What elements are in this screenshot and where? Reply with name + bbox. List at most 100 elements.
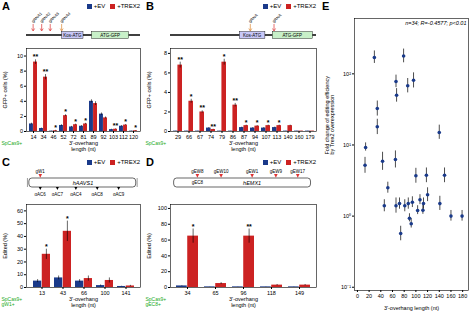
svg-text:*: * — [66, 215, 69, 222]
svg-text:gRNA: gRNA — [247, 12, 258, 23]
svg-text:gEW1: gEW1 — [246, 169, 259, 174]
svg-text:10: 10 — [17, 271, 23, 277]
svg-text:100: 100 — [158, 205, 167, 211]
svg-text:0: 0 — [356, 293, 359, 299]
svg-text:gEW8: gEW8 — [191, 169, 204, 174]
svg-text:**: ** — [199, 104, 205, 111]
svg-text:14: 14 — [30, 134, 36, 140]
svg-text:3'-overhanglength (nt): 3'-overhanglength (nt) — [69, 296, 98, 308]
svg-text:6: 6 — [164, 70, 167, 76]
svg-text:79: 79 — [219, 134, 225, 140]
svg-text:80: 80 — [161, 221, 167, 227]
svg-text:10²: 10² — [343, 71, 351, 77]
svg-text:3'-overhanglength (nt): 3'-overhanglength (nt) — [69, 140, 98, 152]
svg-text:13: 13 — [39, 290, 45, 296]
svg-text:Fold change of editing efficie: Fold change of editing efficiencyby Trex… — [324, 76, 336, 155]
svg-text:2: 2 — [164, 109, 167, 115]
svg-text:34: 34 — [40, 134, 46, 140]
svg-text:hEMX1: hEMX1 — [243, 180, 261, 186]
svg-text:60: 60 — [17, 208, 23, 214]
svg-text:6: 6 — [20, 83, 23, 89]
svg-text:8: 8 — [164, 50, 167, 56]
svg-text:0: 0 — [20, 284, 23, 290]
svg-text:89: 89 — [90, 134, 96, 140]
svg-text:118: 118 — [267, 290, 276, 296]
svg-text:92: 92 — [100, 134, 106, 140]
svg-text:107: 107 — [261, 134, 270, 140]
svg-text:94: 94 — [252, 134, 258, 140]
svg-text:141: 141 — [121, 290, 130, 296]
svg-text:*: * — [74, 118, 77, 125]
svg-text:gEW10: gEW10 — [214, 169, 229, 174]
svg-text:160: 160 — [294, 134, 303, 140]
svg-text:**: ** — [113, 122, 119, 129]
svg-text:0: 0 — [164, 128, 167, 134]
svg-text:SpCas9+: SpCas9+ — [2, 140, 23, 146]
svg-text:4: 4 — [20, 98, 23, 104]
svg-text:ATG-GFP: ATG-GFP — [282, 33, 302, 38]
svg-text:179: 179 — [305, 134, 314, 140]
svg-text:50: 50 — [17, 220, 23, 226]
svg-text:GFP+ cells (%): GFP+ cells (%) — [146, 71, 152, 108]
svg-text:gRNA3: gRNA3 — [47, 12, 60, 24]
svg-text:46: 46 — [50, 134, 56, 140]
svg-text:*: * — [245, 119, 248, 126]
svg-text:3'-overhanglength (nt): 3'-overhanglength (nt) — [229, 296, 258, 308]
svg-text:*: * — [45, 243, 48, 250]
svg-text:65: 65 — [212, 290, 218, 296]
svg-text:gRNA: gRNA — [271, 12, 282, 23]
svg-text:140: 140 — [283, 134, 292, 140]
svg-text:80: 80 — [401, 293, 407, 299]
svg-text:43: 43 — [60, 290, 66, 296]
svg-text:*: * — [54, 124, 57, 131]
svg-text:81: 81 — [80, 134, 86, 140]
svg-text:10: 10 — [17, 53, 23, 59]
svg-text:*: * — [64, 108, 67, 115]
svg-text:112: 112 — [119, 134, 128, 140]
svg-text:10⁰: 10⁰ — [343, 213, 351, 219]
svg-text:gEW17: gEW17 — [290, 169, 305, 174]
svg-text:SpCas9+gW1+: SpCas9+gW1+ — [2, 296, 23, 307]
svg-text:Kos-ATG: Kos-ATG — [243, 33, 262, 38]
svg-text:52: 52 — [60, 134, 66, 140]
svg-text:*: * — [134, 124, 137, 131]
svg-text:3'-overhang length (nt): 3'-overhang length (nt) — [384, 305, 439, 311]
svg-text:Kos-ATG: Kos-ATG — [63, 33, 82, 38]
svg-text:30: 30 — [17, 246, 23, 252]
svg-text:**: ** — [246, 223, 252, 230]
svg-text:29: 29 — [175, 134, 181, 140]
svg-text:100: 100 — [100, 290, 109, 296]
svg-text:hAAVS1: hAAVS1 — [73, 180, 94, 186]
svg-text:66: 66 — [81, 290, 87, 296]
svg-text:40: 40 — [378, 293, 384, 299]
svg-text:*: * — [267, 119, 270, 126]
svg-text:4: 4 — [164, 89, 167, 95]
svg-text:100: 100 — [411, 293, 420, 299]
svg-text:60: 60 — [389, 293, 395, 299]
svg-text:gEC8: gEC8 — [192, 180, 204, 185]
svg-text:*: * — [256, 119, 259, 126]
svg-text:**: ** — [232, 97, 238, 104]
svg-text:86: 86 — [230, 134, 236, 140]
svg-text:gRNA4: gRNA4 — [59, 12, 72, 24]
svg-text:10⁻¹: 10⁻¹ — [341, 284, 351, 290]
svg-text:87: 87 — [241, 134, 247, 140]
svg-text:74: 74 — [208, 134, 214, 140]
svg-text:120: 120 — [129, 134, 138, 140]
svg-text:20: 20 — [17, 259, 23, 265]
svg-text:SpCas9+gEC8+: SpCas9+gEC8+ — [146, 296, 167, 307]
svg-text:149: 149 — [295, 290, 304, 296]
svg-text:140: 140 — [435, 293, 444, 299]
svg-text:gEW9: gEW9 — [270, 169, 283, 174]
svg-text:Edited (%): Edited (%) — [2, 233, 8, 259]
svg-text:8: 8 — [20, 68, 23, 74]
svg-text:160: 160 — [446, 293, 455, 299]
svg-text:34: 34 — [184, 290, 190, 296]
svg-text:0: 0 — [164, 284, 167, 290]
svg-text:60: 60 — [161, 237, 167, 243]
svg-text:103: 103 — [109, 134, 118, 140]
svg-text:*: * — [190, 93, 193, 100]
svg-text:180: 180 — [458, 293, 467, 299]
svg-text:40: 40 — [17, 233, 23, 239]
svg-text:**: ** — [177, 56, 183, 63]
